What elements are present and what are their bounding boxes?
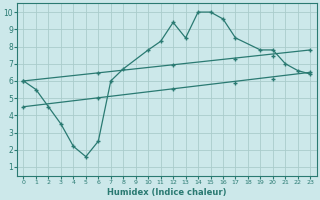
X-axis label: Humidex (Indice chaleur): Humidex (Indice chaleur) <box>107 188 227 197</box>
